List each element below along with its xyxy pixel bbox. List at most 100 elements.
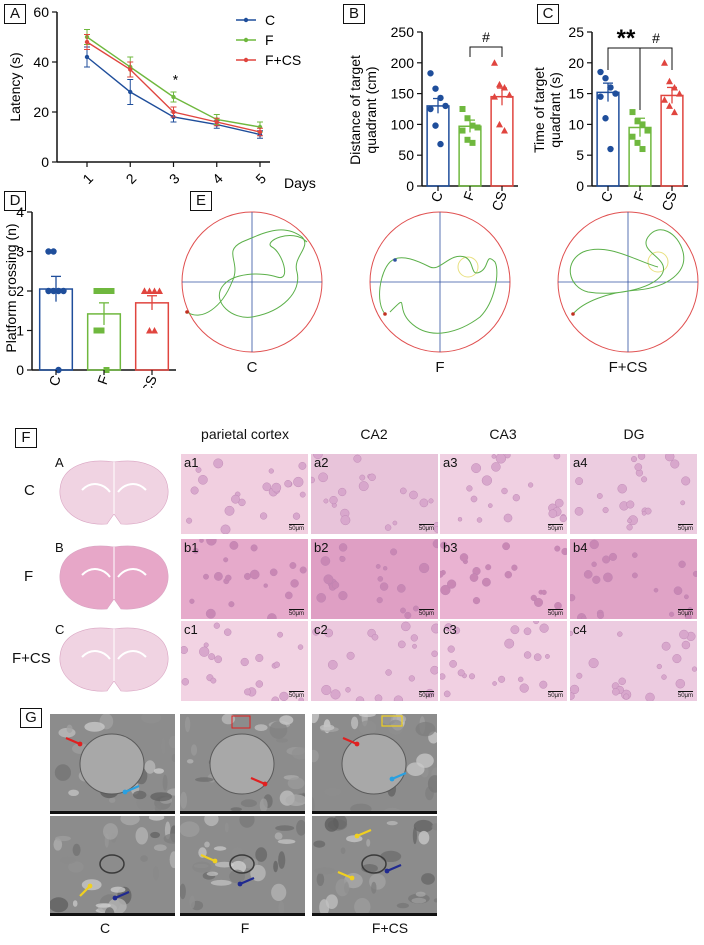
cell <box>609 552 618 561</box>
cell <box>430 665 438 675</box>
dot <box>151 327 158 334</box>
organelle <box>415 891 426 897</box>
tile-label: a2 <box>314 455 329 470</box>
scale-bar: 50μm <box>288 609 305 617</box>
organelle <box>168 735 175 749</box>
cell <box>523 627 532 636</box>
cell <box>431 623 438 634</box>
histology-tile-a3: a3 50μm <box>440 454 567 534</box>
tile-label: b2 <box>314 540 329 555</box>
cell <box>668 611 675 617</box>
bar-F+CS <box>490 95 514 187</box>
cell <box>517 676 524 683</box>
arrow-shaft <box>200 853 216 863</box>
cell <box>374 694 383 701</box>
organelle <box>50 897 69 913</box>
cell <box>198 474 208 485</box>
bar-C <box>596 91 620 187</box>
cell <box>469 573 479 582</box>
cell <box>501 487 508 495</box>
organelle <box>240 799 257 808</box>
tile-label: c2 <box>314 622 328 637</box>
cell <box>469 673 476 680</box>
brain-section-f-cs: C <box>52 621 177 701</box>
cell <box>224 628 232 636</box>
cell <box>583 570 593 579</box>
em-image-low-fcs <box>312 714 437 814</box>
dot <box>469 122 476 129</box>
cell <box>400 607 406 614</box>
cell <box>632 572 638 579</box>
y-tick-label: 0 <box>16 362 24 378</box>
organelle <box>110 886 126 893</box>
cell <box>400 487 407 495</box>
organelle <box>204 841 210 848</box>
significance-mark: # <box>652 30 660 46</box>
organelle <box>163 833 175 844</box>
cell <box>353 454 362 463</box>
cell <box>330 689 341 700</box>
organelle <box>411 897 427 904</box>
legend-marker <box>243 17 249 23</box>
tile-label: c4 <box>573 622 587 637</box>
arrow-shaft <box>386 863 402 873</box>
cell <box>533 653 542 662</box>
organelle <box>153 768 164 774</box>
organelle <box>324 817 339 832</box>
data-point <box>128 67 133 72</box>
x-tick-label: F <box>630 189 648 203</box>
cell <box>597 611 605 619</box>
cell <box>644 507 652 515</box>
arrow-head <box>237 881 243 887</box>
cell <box>440 584 451 596</box>
organelle <box>141 714 162 724</box>
x-tick-label: 4 <box>209 170 226 187</box>
cell <box>444 623 453 632</box>
cell <box>320 556 331 566</box>
arrow-shaft <box>356 828 372 838</box>
histology-tile-c2: c2 50μm <box>311 621 438 701</box>
row-label-f: F <box>24 568 34 585</box>
y-tick-label: 150 <box>391 86 415 102</box>
cell <box>255 680 264 688</box>
cell <box>440 541 448 549</box>
organelle <box>206 871 219 876</box>
organelle <box>68 789 79 796</box>
x-tick-label: 5 <box>252 170 269 187</box>
y-axis-label: quadrant (cm) <box>363 66 379 153</box>
data-point <box>84 39 90 45</box>
dot <box>496 120 503 128</box>
image-footer <box>312 811 437 814</box>
y-tick-label: 50 <box>398 147 414 163</box>
organelle <box>314 867 336 875</box>
scale-bar: 50μm <box>677 524 694 532</box>
cell <box>512 494 520 502</box>
row-label-fcs: F+CS <box>12 650 51 667</box>
cell <box>208 653 215 660</box>
mitochondrion <box>229 854 255 874</box>
arrow-shaft <box>65 736 81 746</box>
cell <box>504 571 513 579</box>
cell <box>190 486 199 495</box>
organelle <box>278 851 286 869</box>
organelle <box>415 721 436 737</box>
dot <box>156 287 163 294</box>
cell <box>293 476 304 488</box>
chart-latency: 0 20 40 60 1 2 3 4 5 Days Latency (s) CF F+CS * <box>7 4 316 191</box>
cell <box>339 556 346 563</box>
cell <box>641 511 647 516</box>
y-axis-label: Distance of target <box>347 55 363 165</box>
col-header-ca2: CA2 <box>360 426 388 442</box>
cell <box>259 512 268 520</box>
cell <box>632 552 638 558</box>
dot <box>666 77 673 85</box>
organelle <box>84 721 105 732</box>
cell <box>692 570 697 577</box>
organelle <box>285 794 305 806</box>
x-tick-label: C <box>597 189 615 204</box>
cell <box>626 524 633 531</box>
cell <box>471 463 481 474</box>
cell <box>691 666 697 672</box>
x-tick-label: F+CS <box>483 189 510 210</box>
em-caption-c: C <box>99 920 111 936</box>
